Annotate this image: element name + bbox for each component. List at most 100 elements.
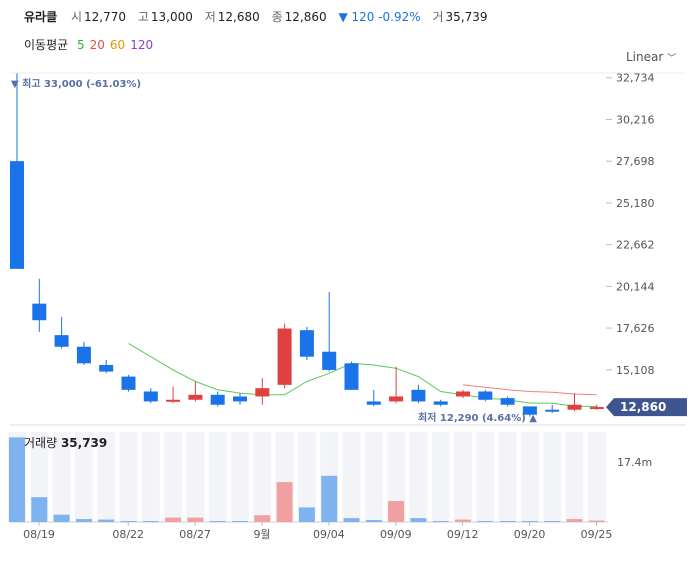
volume-bg-column bbox=[587, 432, 606, 522]
candle-body bbox=[166, 399, 181, 402]
low-marker: 최저 12,290 (4.64%) ▲ bbox=[418, 411, 537, 424]
candle-body bbox=[54, 335, 69, 347]
volume-bg-column bbox=[297, 432, 316, 522]
ma5-line bbox=[128, 342, 597, 407]
x-tick-label: 08/27 bbox=[179, 528, 211, 541]
candle-body bbox=[188, 394, 203, 400]
change-value: ▼ 120 -0.92% bbox=[338, 10, 421, 24]
candle-body bbox=[210, 394, 225, 405]
candle-body bbox=[500, 398, 515, 405]
x-tick-label: 09/04 bbox=[313, 528, 345, 541]
candle-body bbox=[76, 346, 91, 364]
moving-average-legend: 이동평균 5 20 60 120 bbox=[24, 36, 158, 53]
ma-20[interactable]: 20 bbox=[89, 38, 105, 52]
candle-body bbox=[322, 351, 337, 370]
volume-bar bbox=[388, 501, 405, 522]
candle-body bbox=[255, 388, 270, 397]
volume-bg-column bbox=[119, 432, 138, 522]
volume-bar bbox=[321, 475, 338, 522]
volume-bg-column bbox=[164, 432, 183, 522]
volume-bar bbox=[9, 437, 25, 522]
volume-bar bbox=[566, 519, 583, 522]
x-tick-label: 09/12 bbox=[447, 528, 479, 541]
volume-bar bbox=[365, 520, 382, 522]
volume-bar bbox=[165, 517, 182, 522]
candle-body bbox=[478, 391, 493, 400]
y-tick-label: 22,662 bbox=[616, 239, 655, 252]
volume-bar bbox=[31, 497, 48, 522]
candle-body bbox=[567, 404, 582, 410]
candle-body bbox=[277, 328, 292, 385]
candle-body bbox=[589, 407, 604, 410]
x-tick-label: 08/22 bbox=[112, 528, 144, 541]
low-value: 12,680 bbox=[217, 10, 260, 24]
volume-bg-column bbox=[74, 432, 93, 522]
ma-60[interactable]: 60 bbox=[109, 38, 126, 52]
candle-body bbox=[32, 303, 47, 321]
volume-tick: 17.4m bbox=[617, 456, 652, 469]
candle-body bbox=[456, 391, 470, 397]
open-value: 12,770 bbox=[84, 10, 126, 24]
chevron-down-icon: ﹀ bbox=[667, 54, 677, 64]
volume-bg-column bbox=[52, 432, 71, 522]
volume-bg-column bbox=[543, 432, 562, 522]
candle-body bbox=[121, 376, 136, 390]
candle-body bbox=[344, 363, 359, 390]
price-header: 유라클 시 12,770 고 13,000 저 12,680 종 12,860 ▼ 12… bbox=[24, 8, 496, 25]
open-label: 시 bbox=[70, 10, 82, 24]
volume-bar bbox=[499, 521, 516, 522]
high-marker: ▼ 최고 33,000 (-61.03%) bbox=[11, 77, 141, 90]
ma-120[interactable]: 120 bbox=[130, 38, 154, 52]
candle-body bbox=[522, 406, 537, 415]
volume-bar bbox=[477, 521, 494, 522]
candle-body bbox=[545, 409, 560, 412]
volume-bg-column bbox=[141, 432, 160, 522]
high-value: 13,000 bbox=[150, 10, 193, 24]
y-tick-label: 15,108 bbox=[616, 364, 655, 377]
volume-bar bbox=[588, 520, 605, 522]
volume-panel-value: 35,739 bbox=[61, 436, 107, 450]
volume-bg-column bbox=[409, 432, 428, 522]
volume-bar bbox=[254, 515, 271, 522]
y-tick-label: 20,144 bbox=[616, 280, 655, 293]
candle-body bbox=[411, 389, 426, 402]
volume-bg-column bbox=[476, 432, 495, 522]
volume-bg-column bbox=[498, 432, 517, 522]
volume-bar bbox=[120, 521, 137, 522]
volume-bar bbox=[209, 521, 226, 522]
volume-bg-column bbox=[387, 432, 406, 522]
volume-bg-column bbox=[208, 432, 227, 522]
volume-bg-column bbox=[186, 432, 205, 522]
volume-bar bbox=[276, 482, 293, 522]
x-tick-label: 9월 bbox=[253, 528, 270, 541]
volume-bg-column bbox=[431, 432, 450, 522]
volume-bg-column bbox=[520, 432, 539, 522]
volume-bg-column bbox=[342, 432, 361, 522]
y-tick-label: 17,626 bbox=[616, 322, 655, 335]
current-price-tag bbox=[606, 398, 687, 417]
volume-value: 35,739 bbox=[445, 10, 488, 24]
stock-title: 유라클 bbox=[24, 10, 58, 24]
volume-bg-column bbox=[454, 432, 472, 522]
candle-body bbox=[299, 330, 314, 357]
volume-bar bbox=[98, 519, 115, 522]
volume-bar bbox=[343, 518, 360, 522]
x-tick-label: 09/25 bbox=[581, 528, 613, 541]
x-tick-label: 08/19 bbox=[23, 528, 55, 541]
scale-selector[interactable]: Linear ﹀ bbox=[626, 50, 676, 64]
volume-panel-title: 거래량 bbox=[24, 436, 57, 450]
volume-bar bbox=[142, 521, 159, 522]
y-tick-label: 27,698 bbox=[616, 155, 655, 168]
y-tick-label: 32,734 bbox=[616, 72, 655, 85]
y-tick-label: 30,216 bbox=[616, 113, 655, 126]
ma-5[interactable]: 5 bbox=[77, 38, 85, 52]
volume-bar bbox=[53, 514, 70, 522]
volume-bar bbox=[298, 507, 315, 522]
volume-bar bbox=[410, 518, 427, 522]
candle-body bbox=[433, 401, 448, 405]
volume-bg-column bbox=[364, 432, 383, 522]
volume-bg-column bbox=[253, 432, 272, 522]
volume-label: 거 bbox=[432, 10, 444, 24]
candle-body bbox=[10, 161, 24, 269]
